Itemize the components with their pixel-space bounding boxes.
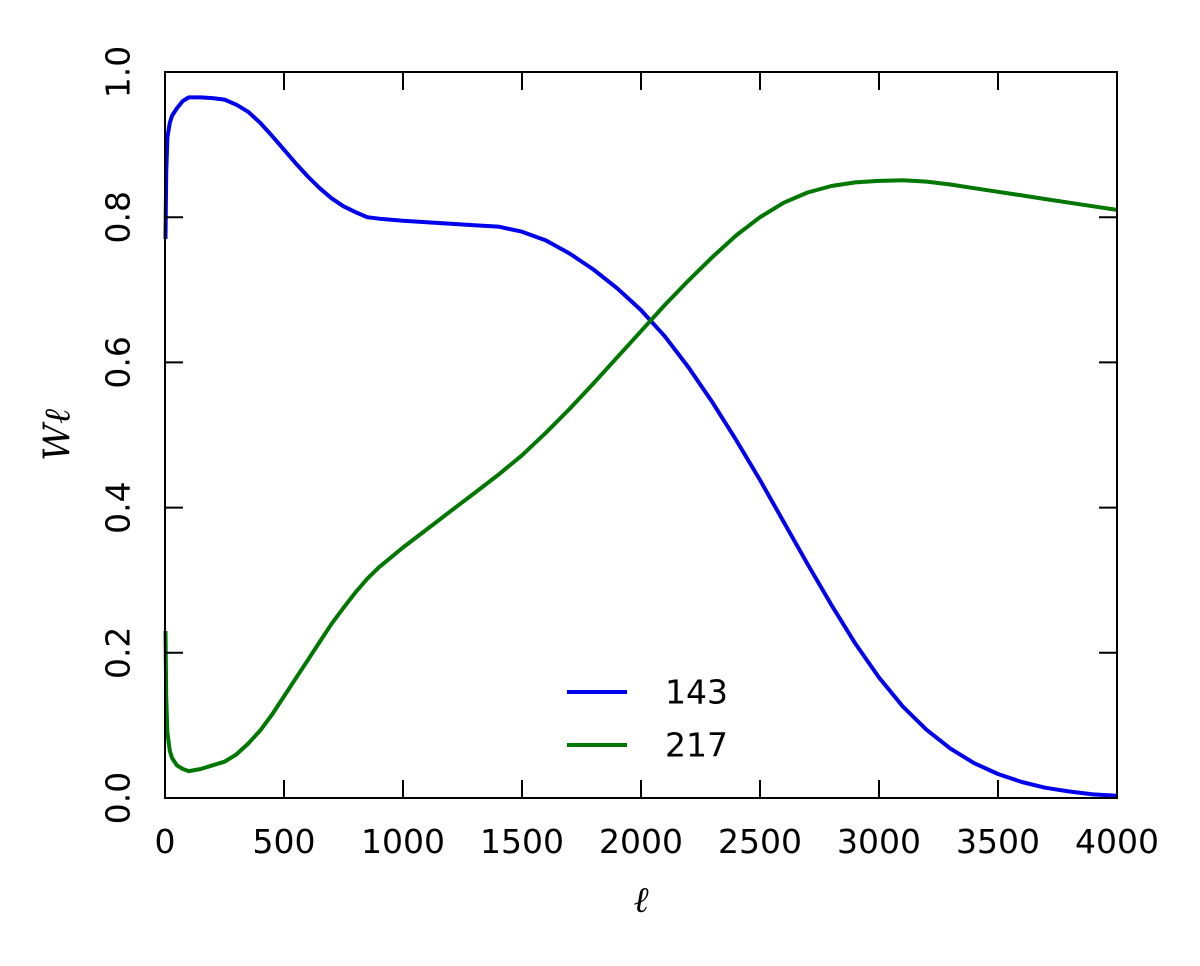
y-tick-label: 0.0 [99, 772, 138, 824]
x-tick-label: 1000 [361, 822, 445, 861]
x-tick-labels: 0 500 1000 1500 2000 2500 3000 3500 4000 [155, 822, 1159, 861]
legend-label-217: 217 [665, 726, 728, 765]
x-tick-label: 3000 [837, 822, 921, 861]
series-layer [163, 95, 1118, 798]
plot-frame [164, 71, 1118, 799]
y-tick-label: 0.8 [99, 191, 138, 243]
y-tick-label: 1.0 [99, 46, 138, 98]
y-axis-label: Wℓ [38, 409, 79, 461]
x-tick-label: 0 [155, 822, 176, 861]
x-tick-label: 4000 [1075, 822, 1159, 861]
x-tick-label: 2000 [599, 822, 683, 861]
x-axis-label: ℓ [634, 880, 649, 921]
axis-ticks [164, 71, 1118, 799]
x-tick-label: 500 [253, 822, 316, 861]
y-tick-label: 0.6 [99, 336, 138, 388]
y-tick-label: 0.2 [99, 627, 138, 679]
x-tick-label: 3500 [956, 822, 1040, 861]
legend-label-143: 143 [665, 673, 728, 712]
y-tick-label: 0.4 [99, 481, 138, 533]
series-line-217 [163, 178, 1118, 774]
legend: 143 217 [567, 673, 728, 765]
y-tick-labels: 0.0 0.2 0.4 0.6 0.8 1.0 [99, 46, 138, 824]
x-tick-label: 2500 [718, 822, 802, 861]
series-line-143 [163, 95, 1118, 798]
x-tick-label: 1500 [480, 822, 564, 861]
